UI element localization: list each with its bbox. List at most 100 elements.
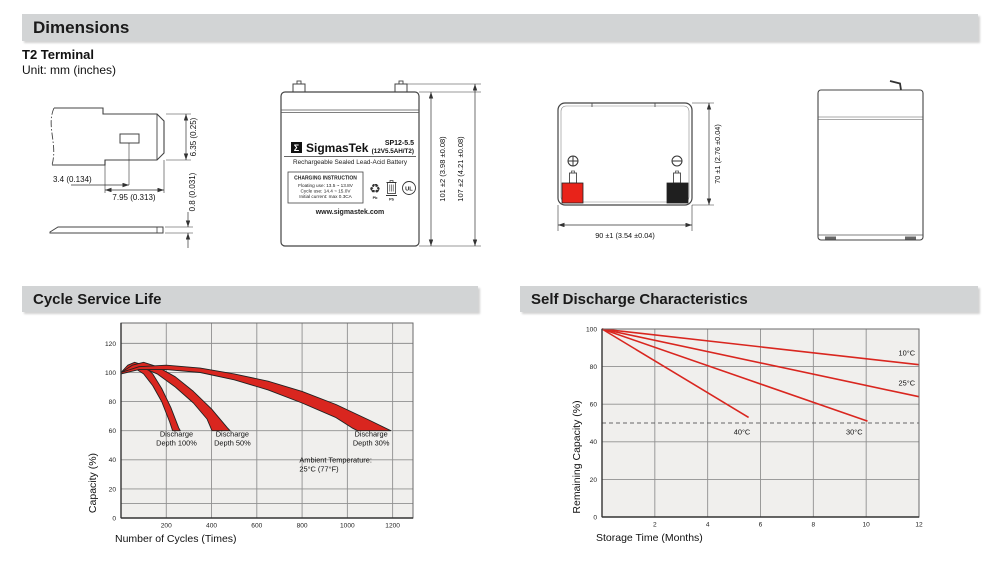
dimensions-title: Dimensions	[33, 17, 130, 37]
annotation: Discharge	[216, 430, 249, 439]
sigma-logo	[291, 142, 302, 153]
weee-bin-icon: Pb	[386, 180, 397, 202]
series-40-c	[601, 328, 750, 419]
y-axis-label: Capacity (%)	[87, 453, 99, 513]
dim-width-label: 90 ±1 (3.54 ±0.04)	[595, 231, 655, 240]
x-tick-label: 1200	[385, 523, 400, 530]
model-number: SP12-5.5	[385, 140, 414, 147]
annotation: 25°C (77°F)	[299, 465, 338, 474]
y-tick-label: 100	[105, 370, 116, 377]
charging-line-2: Cycle use: 14.4 ~ 15.0V	[301, 189, 352, 194]
annotation: Depth 100%	[156, 439, 197, 448]
positive-symbol	[567, 155, 579, 167]
series-label: 30°C	[846, 427, 863, 436]
y-tick-label: 20	[590, 477, 598, 484]
series-30-c	[601, 328, 868, 422]
terminal-detail-drawing: 6.35 (0.25) 3.4 (0.134) 7.95 (0.313) 0.8…	[49, 107, 198, 248]
battery-front-view: Σ SigmasTek SP12-5.5 (12V5.5AH/T2) Recha…	[280, 80, 481, 247]
dimensions-section-header: Dimensions	[22, 14, 978, 41]
cycle-service-life-chart: 0 20 40 60 80 100 120 200 400 600 800 1000 1200 Disch…	[87, 322, 414, 545]
y-tick-label: 0	[593, 514, 597, 521]
terminal-tab-outline	[52, 107, 165, 166]
charging-instruction-box	[287, 171, 364, 204]
x-axis-label: Number of Cycles (Times)	[115, 533, 237, 545]
front-terminal-left	[292, 80, 306, 93]
x-tick-label: 1000	[340, 523, 355, 530]
charging-line-3: Initial current: max 0.3CA	[299, 194, 352, 199]
model-rating: (12V5.5AH/T2)	[372, 148, 414, 155]
x-tick-label: 12	[915, 522, 923, 529]
terminal-type-title: T2 Terminal	[22, 47, 95, 62]
y-tick-label: 40	[590, 439, 598, 446]
terminal-hole	[119, 133, 140, 144]
annotation: Depth 50%	[214, 439, 251, 448]
annotation: Ambient Temperature:	[299, 456, 372, 465]
dim-total-height-label: 107 ±2 (4.21 ±0.08)	[456, 136, 465, 202]
battery-type-line: Rechargeable Sealed Lead-Acid Battery	[293, 159, 408, 166]
x-tick-label: 10	[862, 522, 870, 529]
top-case-outline	[557, 102, 693, 206]
side-foot-right	[905, 236, 916, 240]
x-tick-label: 800	[297, 523, 308, 530]
x-tick-label: 2	[653, 522, 657, 529]
self-discharge-header: Self Discharge Characteristics	[520, 286, 978, 312]
x-tick-label: 8	[811, 522, 815, 529]
negative-terminal-marker	[666, 182, 689, 204]
dim-depth-label: 70 ±1 (2.76 ±0.04)	[713, 124, 722, 184]
annotation: Discharge	[160, 430, 193, 439]
y-tick-label: 80	[109, 399, 117, 406]
unit-note: Unit: mm (inches)	[22, 63, 117, 77]
series-label: 10°C	[899, 348, 916, 357]
y-tick-label: 80	[590, 364, 598, 371]
x-tick-label: 600	[251, 523, 262, 530]
negative-symbol	[671, 155, 683, 167]
y-tick-label: 120	[105, 341, 116, 348]
sigma-glyph: Σ	[294, 143, 300, 153]
svg-text:♻: ♻	[369, 181, 381, 196]
ul-icon: UL	[402, 181, 416, 195]
dim-blade-width-label: 7.95 (0.313)	[112, 193, 155, 202]
dim-thickness-label: 0.8 (0.031)	[188, 172, 197, 211]
cycle-service-life-header: Cycle Service Life	[22, 286, 478, 312]
charging-line-1: Floating use: 13.5 ~ 13.8V	[298, 183, 354, 188]
terminal-break-line	[50, 107, 55, 166]
x-axis-label: Storage Time (Months)	[596, 532, 703, 544]
dim-hole-offset-label: 3.4 (0.134)	[53, 175, 92, 184]
side-terminal-tab	[889, 80, 902, 91]
side-case-outline	[817, 89, 924, 241]
annotation: Depth 30%	[353, 439, 390, 448]
website-text: www.sigmastek.com	[315, 209, 385, 216]
terminal-profile-view	[49, 226, 164, 234]
self-discharge-title: Self Discharge Characteristics	[531, 290, 748, 308]
annotation: Discharge	[354, 430, 387, 439]
self-discharge-chart: 10°C 25°C 30°C 40°C 0 20 40 60 80 100 2 4 6 8 10 12 Stor…	[571, 326, 923, 544]
y-tick-label: 100	[586, 326, 597, 333]
svg-text:Pb: Pb	[389, 198, 395, 202]
series-label: 25°C	[899, 378, 916, 387]
y-tick-label: 0	[112, 515, 116, 522]
y-tick-label: 40	[109, 457, 117, 464]
positive-terminal-marker	[561, 182, 584, 204]
recycle-pb-icon: ♻ Pb	[369, 181, 381, 200]
svg-text:Pb: Pb	[373, 196, 379, 200]
x-tick-label: 4	[706, 522, 710, 529]
y-tick-label: 60	[109, 428, 117, 435]
dim-case-height-label: 101 ±2 (3.98 ±0.08)	[438, 136, 447, 202]
front-terminal-right	[394, 80, 408, 93]
x-tick-label: 6	[759, 522, 763, 529]
series-10-c	[601, 328, 920, 366]
x-tick-label: 200	[161, 523, 172, 530]
svg-text:UL: UL	[405, 186, 413, 192]
battery-side-view	[817, 80, 924, 241]
dim-blade-height-label: 6.35 (0.25)	[189, 117, 198, 156]
cycle-title: Cycle Service Life	[33, 290, 162, 308]
charging-title: CHARGING INSTRUCTION	[294, 176, 357, 182]
brand-name: SigmasTek	[306, 141, 369, 155]
series-label: 40°C	[734, 427, 751, 436]
band-discharge-depth-30-	[120, 364, 392, 432]
y-axis-label: Remaining Capacity (%)	[571, 400, 583, 513]
side-foot-left	[825, 236, 836, 240]
x-tick-label: 400	[206, 523, 217, 530]
front-case-outline	[280, 91, 420, 247]
